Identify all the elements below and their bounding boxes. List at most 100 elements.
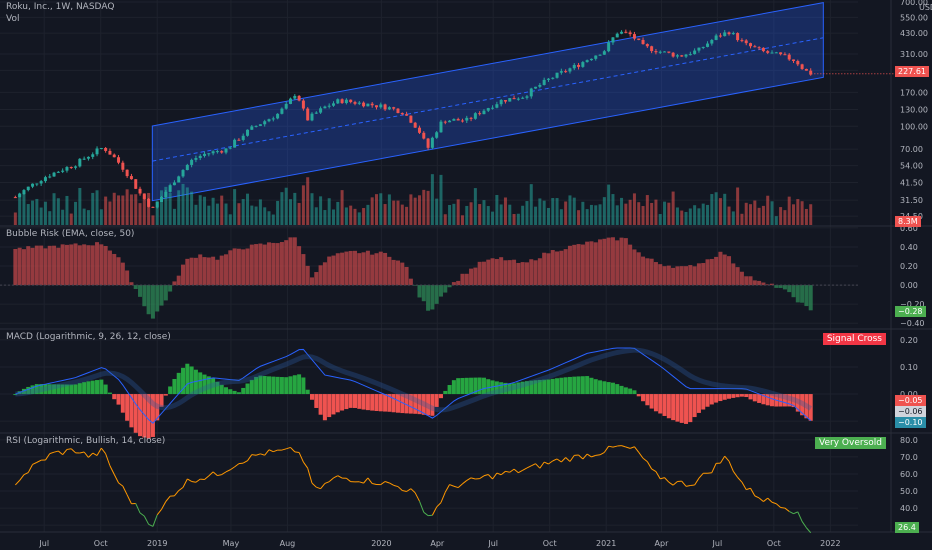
bubble-risk-bar — [757, 280, 762, 286]
bubble-risk-bar — [13, 248, 18, 286]
candle-body — [177, 176, 181, 183]
bubble-risk-bar — [129, 282, 134, 286]
candle-body — [473, 113, 477, 119]
rsi-tick-label: 60.0 — [900, 470, 918, 479]
candle-body — [284, 103, 288, 109]
signal-cross-badge: Signal Cross — [822, 333, 886, 345]
bubble-risk-bar — [451, 282, 456, 286]
macd-histogram-bar — [357, 394, 362, 409]
candle-body — [478, 113, 482, 115]
macd-histogram-bar — [228, 389, 233, 395]
candle-body — [31, 183, 35, 187]
rsi-line-segment — [612, 445, 618, 448]
bubble-risk-bar — [576, 244, 581, 286]
rsi-line-segment — [324, 481, 330, 484]
bubble-risk-bar — [615, 240, 620, 286]
rsi-line-segment — [638, 452, 644, 459]
rsi-line-segment — [608, 445, 614, 448]
rsi-line-segment — [88, 452, 94, 458]
bubble-risk-bar — [107, 250, 112, 286]
volume-bar — [460, 215, 464, 225]
rsi-line-segment — [758, 497, 764, 502]
candle-body — [439, 121, 443, 133]
rsi-line-segment — [393, 484, 399, 488]
candle-body — [387, 107, 391, 110]
rsi-tick-label: 40.0 — [900, 504, 918, 513]
bubble-risk-bar — [800, 285, 805, 303]
rsi-line-segment — [775, 503, 781, 508]
bubble-risk-bar — [791, 285, 796, 298]
rsi-line-segment — [685, 484, 691, 487]
bubble-risk-bar — [628, 244, 633, 286]
macd-histogram-bar — [460, 377, 465, 395]
volume-bar — [723, 193, 727, 225]
time-tick-label: Jul — [487, 539, 498, 548]
macd-histogram-bar — [39, 384, 44, 395]
volume-bar — [211, 197, 215, 225]
bubble-risk-bar — [116, 257, 121, 286]
rsi-line-segment — [444, 484, 451, 493]
volume-bar — [263, 207, 267, 225]
rsi-line-segment — [27, 464, 33, 473]
volume-bar — [800, 201, 804, 225]
macd-histogram-bar — [782, 394, 787, 407]
macd-histogram-bar — [107, 392, 112, 395]
bubble-risk-bar — [731, 263, 736, 286]
bubble-tick-label: −0.40 — [900, 319, 925, 328]
rsi-line-segment — [242, 460, 248, 464]
macd-histogram-bar — [129, 394, 134, 428]
macd-histogram-bar — [344, 394, 349, 410]
volume-bar — [417, 195, 421, 225]
signal-last-tag: −0.06 — [895, 406, 926, 417]
volume-bar — [435, 198, 439, 225]
bubble-risk-bar — [150, 285, 155, 319]
rsi-line-segment — [268, 449, 274, 453]
candle-body — [413, 122, 417, 128]
bubble-risk-bar — [516, 262, 521, 286]
volume-bar — [400, 204, 404, 225]
candle-body — [263, 121, 267, 125]
macd-histogram-bar — [744, 394, 749, 398]
rsi-line-segment — [629, 446, 635, 449]
bubble-risk-bar — [365, 250, 370, 286]
macd-histogram-bar — [778, 394, 783, 407]
volume-bar — [555, 198, 559, 225]
bubble-last-tag: −0.28 — [895, 306, 926, 317]
bubble-risk-bar — [21, 249, 26, 286]
macd-histogram-bar — [279, 377, 284, 395]
macd-histogram-bar — [666, 394, 671, 419]
macd-histogram-bar — [520, 381, 525, 395]
bubble-risk-bar — [383, 252, 388, 286]
rsi-line-segment — [66, 448, 72, 450]
bubble-risk-bar — [395, 260, 400, 286]
bubble-risk-bar — [477, 261, 482, 286]
macd-histogram-bar — [365, 394, 370, 411]
bubble-risk-bar — [95, 242, 100, 286]
macd-histogram-bar — [542, 379, 547, 395]
macd-histogram-bar — [378, 394, 383, 412]
bubble-risk-bar — [469, 268, 474, 286]
rsi-line-segment — [500, 470, 506, 476]
rsi-line-segment — [793, 511, 799, 515]
volume-bar — [701, 203, 705, 225]
rsi-line-segment — [36, 459, 42, 463]
rsi-line-segment — [780, 507, 785, 509]
volume-bar — [654, 199, 658, 225]
macd-histogram-bar — [26, 386, 31, 395]
candle-body — [607, 42, 611, 52]
macd-histogram-bar — [232, 390, 237, 395]
volume-bar — [52, 193, 56, 225]
candle-body — [147, 198, 151, 207]
candle-body — [684, 54, 688, 57]
volume-bar — [82, 208, 86, 225]
rsi-line-segment — [251, 454, 257, 456]
macd-histogram-bar — [340, 394, 345, 411]
volume-bar — [48, 211, 52, 225]
macd-histogram-bar — [211, 378, 216, 395]
candle-body — [134, 179, 138, 189]
macd-histogram-bar — [533, 380, 538, 395]
macd-histogram-bar — [421, 394, 426, 415]
rsi-line-segment — [208, 471, 214, 477]
bubble-risk-bar — [297, 246, 302, 286]
rsi-line-segment — [156, 509, 162, 516]
